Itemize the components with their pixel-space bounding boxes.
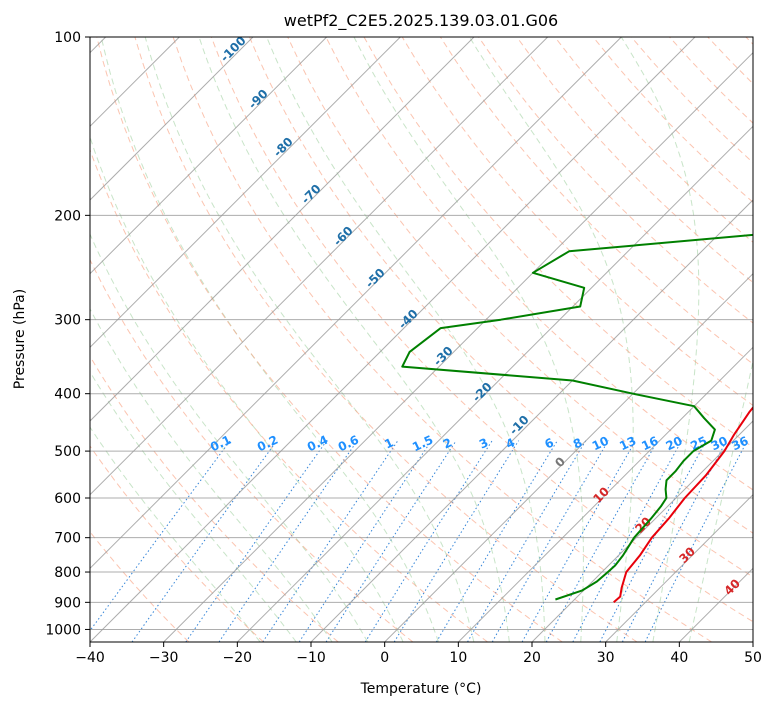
x-axis-label: Temperature (°C) (360, 681, 482, 697)
mixing-ratio-label: 13 (617, 434, 638, 454)
dry-adiabat-line (325, 37, 753, 491)
moist-adiabat-line (144, 37, 475, 642)
y-tick-label: 900 (54, 595, 81, 611)
isotherm-line (90, 37, 475, 422)
x-tick-label: 40 (670, 650, 688, 666)
mixing-ratio-label: 10 (590, 434, 611, 454)
moist-adiabat-line (266, 37, 546, 642)
moist-adiabat-line (90, 370, 297, 642)
y-tick-label: 800 (54, 565, 81, 581)
mixing-ratio-line (131, 440, 278, 642)
x-tick-label: −30 (149, 650, 179, 666)
isotherm-line (90, 37, 401, 349)
isotherm-line (457, 346, 753, 642)
y-tick-label: 100 (54, 30, 81, 46)
grid-lines (90, 37, 753, 642)
moist-adiabat-line (198, 37, 510, 642)
isotherm-line (90, 37, 328, 275)
mixing-ratio-line (644, 440, 748, 642)
mixing-ratio-label: 36 (730, 434, 751, 454)
isotherm-line (163, 51, 753, 642)
isotherm-line (384, 272, 753, 642)
isotherm-line (90, 37, 622, 570)
dry-adiabat-line (134, 37, 638, 642)
y-tick-label: 600 (54, 491, 81, 507)
y-tick-label: 200 (54, 208, 81, 224)
moist-adiabat-line (353, 37, 584, 642)
plot-frame (89, 36, 754, 643)
moist-adiabat-line (620, 37, 700, 642)
x-tick-label: 50 (744, 650, 762, 666)
x-tick-label: 30 (597, 650, 615, 666)
x-tick-label: −20 (223, 650, 253, 666)
mixing-ratio-line (467, 440, 587, 642)
moist-adiabat-line (90, 308, 333, 642)
temperature-profile-line (613, 405, 753, 604)
chart-title: wetPf2_C2E5.2025.139.03.01.G06 (284, 11, 558, 31)
moist-adiabat-line (469, 37, 634, 642)
dry-adiabats (90, 37, 753, 642)
moist-adiabat-line (688, 358, 753, 642)
dry-adiabat-line (210, 37, 753, 623)
mixing-ratio-label: 16 (639, 434, 660, 454)
moist-adiabat-line (90, 135, 404, 642)
y-tick-label: 1000 (45, 622, 81, 638)
mixing-ratio-line (364, 440, 493, 642)
moist-adiabats (90, 37, 753, 642)
dry-adiabat-line (516, 37, 753, 284)
mixing-ratio-line (545, 440, 659, 642)
isotherm-line (605, 493, 753, 642)
mixing-ratio-line (435, 440, 558, 642)
mixing-ratio-line (325, 440, 457, 642)
x-tick-label: 10 (449, 650, 467, 666)
mixing-ratio-line (572, 440, 683, 642)
y-tick-label: 300 (54, 313, 81, 329)
y-tick-label: 500 (54, 444, 81, 460)
moist-adiabat-line (100, 37, 439, 642)
dry-adiabat-line (90, 445, 264, 642)
mixing-ratio-line (298, 440, 432, 642)
x-axis-ticks: −40 −30 −20 −10 0 10 20 30 40 50 (75, 642, 762, 666)
plot-area: 0.1 0.2 0.4 0.6 1 1.5 2 3 4 6 8 10 13 16 20 25 30 36-100-… (90, 37, 753, 642)
mixing-ratio-line (521, 440, 637, 642)
dry-adiabat-line (249, 37, 753, 578)
mixing-ratio-label: 25 (688, 434, 709, 454)
mixing-ratio-line (185, 440, 328, 642)
y-tick-label: 400 (54, 387, 81, 403)
isotherm-line (310, 199, 753, 642)
isotherm-line (90, 37, 696, 642)
sounding-series (401, 233, 753, 604)
y-axis-label: Pressure (hPa) (12, 289, 28, 389)
isotherm-line (90, 37, 549, 496)
y-axis-ticks: 100 200 300 400 500 600 700 800 900 1000 (45, 30, 90, 638)
x-tick-label: 20 (523, 650, 541, 666)
dry-adiabat-line (96, 37, 563, 642)
mixing-ratio-label: 20 (664, 434, 685, 454)
dry-adiabat-line (90, 258, 414, 642)
x-tick-label: 0 (380, 650, 389, 666)
isotherm-line (90, 37, 254, 201)
dry-adiabat-line (287, 37, 753, 534)
x-tick-label: −10 (296, 650, 326, 666)
dry-adiabat-line (90, 355, 339, 642)
x-tick-label: −40 (75, 650, 105, 666)
mixing-ratio-line (90, 440, 231, 632)
isotherm-line (236, 125, 753, 642)
dewpoint-profile-line (401, 233, 753, 601)
dry-adiabat-line (172, 37, 712, 642)
moist-adiabat-line (90, 232, 369, 642)
moist-adiabat-line (90, 426, 261, 642)
y-tick-label: 700 (54, 531, 81, 547)
mixing-ratio-label: 30 (709, 434, 730, 454)
mixing-ratio-line (262, 440, 399, 642)
